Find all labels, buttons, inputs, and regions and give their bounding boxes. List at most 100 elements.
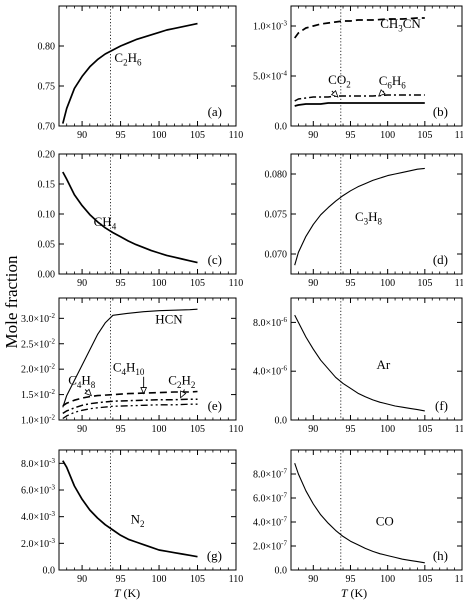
y-tick-label: 2.0×10-7	[253, 540, 287, 553]
panel-label: (d)	[433, 252, 448, 267]
y-tick-label: 4.0×10-6	[253, 365, 287, 378]
y-tick-label: 0.75	[38, 82, 56, 93]
plot-frame	[58, 297, 237, 421]
x-tick-label: 95	[345, 278, 355, 289]
x-tick-label: 105	[190, 130, 205, 141]
x-tick-label: 110	[229, 424, 244, 435]
panel-label: (f)	[435, 398, 448, 413]
x-tick-label: 100	[152, 278, 167, 289]
arrow-head	[378, 89, 386, 97]
panel-b: 90 95 100 105 110 0.0 5.0×10-4 1.0×10-3 CH3CN CO2…	[253, 5, 463, 141]
y-tick-label: 4.0×10-3	[21, 510, 55, 523]
x-tick-label: 105	[417, 130, 432, 141]
x-axis-unit-left: (K)	[121, 586, 141, 600]
species-label: C4H10	[113, 360, 145, 378]
panel-label: (g)	[207, 548, 222, 563]
series-line-co	[294, 463, 425, 564]
x-tick-label: 105	[190, 424, 205, 435]
x-tick-label: 95	[116, 424, 126, 435]
panels: 90 95 100 105 110 0.70 0.75 0.80 C2H6 (a) 90 95 100 1…	[21, 5, 463, 585]
y-tick-label: 0.070	[265, 250, 288, 261]
y-tick-label: 8.0×10-3	[21, 457, 55, 470]
panel-g: 90 95 100 105 110 0.0 2.0×10-3 4.0×10-3 6.0×10-3…	[21, 449, 244, 585]
species-label: C3H8	[355, 209, 383, 227]
x-tick-label: 100	[152, 574, 167, 585]
x-tick-label: 95	[345, 424, 355, 435]
arrow-head	[180, 390, 187, 399]
x-tick-label: 105	[417, 574, 432, 585]
x-tick-label: 90	[308, 424, 318, 435]
panel-d: 90 95 100 105 110 0.070 0.075 0.080 C3H8 (d)	[265, 153, 463, 289]
x-tick-label: 105	[190, 278, 205, 289]
x-axis-title-left: T (K)	[114, 586, 140, 600]
y-tick-label: 1.0×10-3	[253, 20, 287, 33]
plot-frame	[290, 297, 463, 421]
panel-e: 90 95 100 105 110 1.0×10-2 1.5×10-2 2.0×10-2 2.5…	[21, 297, 244, 435]
arrow-head	[330, 90, 339, 98]
x-tick-label: 110	[455, 574, 463, 585]
y-tick-label: 0.10	[38, 210, 56, 221]
x-tick-label: 100	[380, 424, 395, 435]
y-tick-label: 2.0×10-2	[21, 363, 55, 376]
x-tick-label: 90	[77, 574, 87, 585]
species-label: N2	[131, 511, 145, 529]
species-label: HCN	[155, 311, 183, 326]
panel-h: 90 95 100 105 110 0.0 2.0×10-7 4.0×10-7 6.0×10-7…	[253, 449, 463, 585]
x-tick-label: 95	[345, 130, 355, 141]
x-tick-label: 105	[417, 424, 432, 435]
y-tick-label: 8.0×10-7	[253, 468, 287, 481]
y-tick-label: 2.5×10-2	[21, 337, 55, 350]
y-tick-label: 1.0×10-2	[21, 414, 55, 427]
x-tick-label: 95	[116, 574, 126, 585]
x-tick-label: 110	[229, 278, 244, 289]
x-axis-symbol-left: T	[114, 586, 122, 600]
x-tick-label: 95	[345, 574, 355, 585]
panel-label: (c)	[208, 252, 222, 267]
plot-frame	[58, 5, 237, 127]
series-line-ch4	[62, 171, 198, 264]
plot-frame	[58, 449, 237, 571]
x-tick-label: 110	[229, 574, 244, 585]
panel-label: (h)	[433, 548, 448, 563]
panel-label: (e)	[208, 398, 222, 413]
x-tick-label: 90	[77, 278, 87, 289]
y-tick-label: 0.80	[38, 42, 56, 53]
y-tick-label: 0.15	[38, 180, 56, 191]
arrow-head	[140, 387, 148, 395]
species-label: CH4	[94, 214, 117, 232]
series-line-c4h8	[62, 390, 198, 407]
x-tick-label: 100	[152, 130, 167, 141]
x-tick-label: 90	[308, 130, 318, 141]
panel-f: 90 95 100 105 110 0.0 4.0×10-6 8.0×10-6 Ar (f)	[253, 297, 463, 435]
series-line-co2	[294, 102, 425, 107]
x-tick-label: 90	[77, 130, 87, 141]
y-tick-label: 0.20	[38, 150, 56, 161]
x-tick-label: 105	[190, 574, 205, 585]
y-tick-label: 6.0×10-3	[21, 484, 55, 497]
series-line-n2	[62, 460, 198, 558]
x-tick-label: 105	[417, 278, 432, 289]
y-tick-label: 2.0×10-3	[21, 537, 55, 550]
y-tick-label: 0.0	[43, 566, 56, 577]
x-tick-label: 100	[380, 574, 395, 585]
x-tick-label: 100	[380, 130, 395, 141]
species-label: C2H6	[114, 50, 142, 68]
panel-a: 90 95 100 105 110 0.70 0.75 0.80 C2H6 (a)	[38, 5, 243, 141]
x-tick-label: 95	[116, 130, 126, 141]
series-line-c2h2	[62, 403, 198, 420]
y-tick-label: 0.05	[38, 240, 56, 251]
y-tick-label: 1.5×10-2	[21, 388, 55, 401]
arrow-head	[84, 388, 92, 397]
y-tick-label: 6.0×10-7	[253, 492, 287, 505]
y-tick-label: 0.080	[265, 170, 288, 181]
series-line-c2h6	[61, 22, 198, 124]
y-tick-label: 0.0	[275, 122, 288, 133]
y-tick-label: 0.70	[38, 122, 56, 133]
x-axis-symbol-right: T	[341, 586, 349, 600]
y-tick-label: 8.0×10-6	[253, 316, 287, 329]
y-axis-title: Mole fraction	[2, 255, 21, 348]
species-label: C4H8	[68, 372, 96, 390]
y-tick-label: 0.0	[275, 566, 288, 577]
species-label: CH3CN	[380, 16, 421, 34]
